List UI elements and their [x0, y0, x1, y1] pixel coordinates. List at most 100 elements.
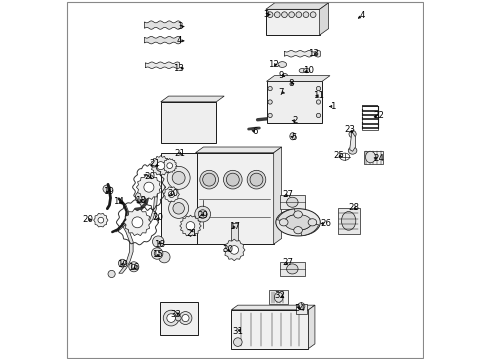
- Text: 4: 4: [360, 10, 366, 19]
- Polygon shape: [146, 62, 179, 68]
- Ellipse shape: [108, 270, 115, 278]
- Ellipse shape: [299, 68, 306, 73]
- Bar: [338, 208, 360, 234]
- Ellipse shape: [366, 151, 375, 163]
- Ellipse shape: [274, 292, 283, 302]
- Ellipse shape: [317, 100, 320, 104]
- Polygon shape: [163, 158, 177, 173]
- Text: 7: 7: [278, 87, 284, 96]
- Text: 12: 12: [268, 60, 279, 69]
- Bar: [231, 223, 238, 242]
- Ellipse shape: [247, 170, 266, 189]
- Ellipse shape: [342, 212, 356, 230]
- Ellipse shape: [234, 338, 242, 346]
- Ellipse shape: [163, 310, 179, 326]
- Ellipse shape: [274, 12, 280, 18]
- Text: 28: 28: [348, 203, 360, 212]
- Ellipse shape: [98, 217, 104, 223]
- Ellipse shape: [175, 315, 181, 321]
- Polygon shape: [145, 21, 180, 29]
- Ellipse shape: [230, 246, 239, 254]
- Ellipse shape: [268, 86, 272, 91]
- Ellipse shape: [303, 68, 310, 73]
- Polygon shape: [300, 224, 318, 236]
- Polygon shape: [285, 50, 320, 57]
- Text: 10: 10: [303, 67, 314, 76]
- Ellipse shape: [310, 12, 316, 18]
- Polygon shape: [94, 213, 108, 227]
- Ellipse shape: [195, 206, 211, 222]
- Text: 18: 18: [154, 240, 165, 249]
- Polygon shape: [266, 3, 329, 9]
- Bar: [160, 302, 198, 335]
- Ellipse shape: [294, 93, 303, 102]
- Ellipse shape: [203, 173, 216, 186]
- Ellipse shape: [267, 12, 273, 18]
- Ellipse shape: [131, 264, 136, 269]
- Bar: [280, 262, 304, 276]
- Text: 19: 19: [102, 187, 114, 196]
- Polygon shape: [319, 3, 329, 35]
- Ellipse shape: [103, 185, 111, 193]
- Bar: [280, 195, 304, 210]
- Polygon shape: [180, 215, 201, 237]
- Ellipse shape: [164, 113, 173, 123]
- Bar: [267, 81, 322, 123]
- Ellipse shape: [186, 222, 195, 230]
- Text: 33: 33: [171, 310, 182, 319]
- Bar: [161, 102, 216, 143]
- Ellipse shape: [276, 209, 320, 236]
- Text: 34: 34: [294, 304, 305, 313]
- Ellipse shape: [229, 244, 240, 255]
- Text: 20: 20: [167, 189, 178, 198]
- Polygon shape: [151, 156, 171, 176]
- Ellipse shape: [289, 12, 294, 18]
- Ellipse shape: [291, 79, 296, 86]
- Ellipse shape: [200, 170, 219, 189]
- Polygon shape: [309, 305, 315, 348]
- Ellipse shape: [157, 162, 165, 170]
- Polygon shape: [350, 132, 355, 151]
- Ellipse shape: [303, 12, 309, 18]
- Text: 23: 23: [344, 125, 355, 134]
- Text: 13: 13: [308, 49, 319, 58]
- Ellipse shape: [223, 170, 242, 189]
- Polygon shape: [231, 305, 315, 310]
- Text: 11: 11: [314, 91, 324, 100]
- Polygon shape: [223, 239, 245, 261]
- Ellipse shape: [268, 113, 272, 118]
- Text: 29: 29: [197, 211, 208, 220]
- Text: 32: 32: [274, 291, 286, 300]
- Ellipse shape: [287, 264, 298, 274]
- Text: 20: 20: [82, 215, 94, 224]
- Text: 21: 21: [186, 229, 197, 238]
- Ellipse shape: [250, 173, 263, 186]
- Text: 19: 19: [117, 260, 128, 269]
- Text: 27: 27: [283, 258, 294, 267]
- Polygon shape: [136, 175, 161, 199]
- Ellipse shape: [176, 113, 185, 123]
- Text: 1: 1: [330, 102, 336, 111]
- Text: 24: 24: [373, 154, 384, 163]
- Ellipse shape: [270, 93, 279, 102]
- Bar: [364, 150, 383, 164]
- Ellipse shape: [290, 133, 295, 140]
- Text: 20: 20: [144, 172, 155, 181]
- Ellipse shape: [129, 262, 139, 272]
- Text: 5: 5: [292, 133, 297, 142]
- Text: 17: 17: [229, 222, 240, 231]
- Bar: [231, 310, 309, 348]
- Ellipse shape: [151, 248, 163, 259]
- Ellipse shape: [188, 113, 197, 123]
- Ellipse shape: [119, 259, 126, 267]
- Ellipse shape: [285, 215, 312, 230]
- Ellipse shape: [282, 73, 288, 78]
- Ellipse shape: [199, 113, 209, 123]
- Ellipse shape: [179, 312, 192, 324]
- Ellipse shape: [182, 315, 189, 321]
- Polygon shape: [161, 96, 224, 102]
- Text: 21: 21: [174, 149, 185, 158]
- Bar: [311, 93, 321, 98]
- Ellipse shape: [305, 93, 315, 102]
- Polygon shape: [164, 187, 179, 202]
